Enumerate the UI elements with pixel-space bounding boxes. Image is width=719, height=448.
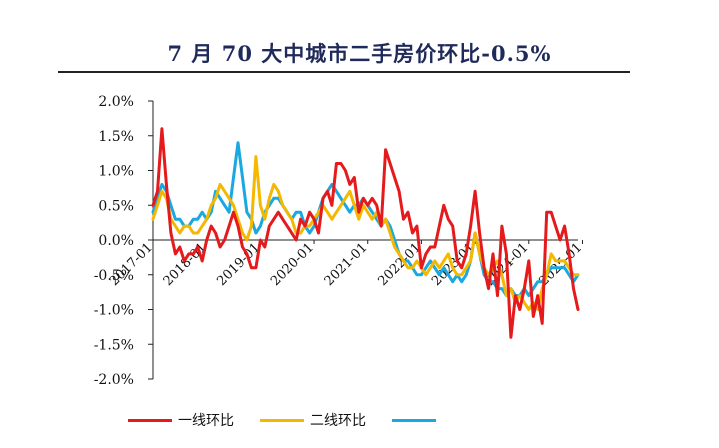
legend-label-tier2: 二线环比: [310, 413, 366, 429]
legend-item-tier1: 一线环比: [128, 410, 234, 430]
legend-swatch-tier3: [392, 418, 436, 422]
y-tick-label: 0.5%: [98, 198, 134, 214]
x-tick-label: 2021-01: [322, 240, 371, 289]
tier1-series-line: [151, 127, 580, 339]
legend-item-tier2: 二线环比: [260, 410, 366, 430]
y-tick-label: -2.0%: [94, 372, 134, 388]
legend-swatch-tier2: [260, 418, 304, 422]
y-tick-label: -0.5%: [94, 268, 134, 284]
y-tick-label: 2.0%: [98, 94, 134, 110]
chart-legend: 一线环比 二线环比: [128, 410, 436, 430]
tier3-series-line: [151, 141, 580, 298]
y-tick-label: 0.0%: [98, 233, 134, 249]
chart-title: 7 月 70 大中城市二手房价环比-0.5%: [167, 41, 552, 66]
title-divider: [58, 71, 630, 73]
y-tick-label: 1.0%: [98, 164, 134, 180]
x-tick-label: 2018-01: [161, 240, 210, 289]
legend-label-tier1: 一线环比: [178, 413, 234, 429]
y-tick-label: 1.5%: [98, 129, 134, 145]
legend-item-tier3: [392, 418, 436, 422]
x-tick-label: 2020-01: [268, 240, 317, 289]
legend-swatch-tier1: [128, 418, 172, 422]
y-tick-label: -1.5%: [94, 337, 134, 353]
y-tick-label: -1.0%: [94, 303, 134, 319]
x-tick-label: 2022-01: [375, 240, 424, 289]
